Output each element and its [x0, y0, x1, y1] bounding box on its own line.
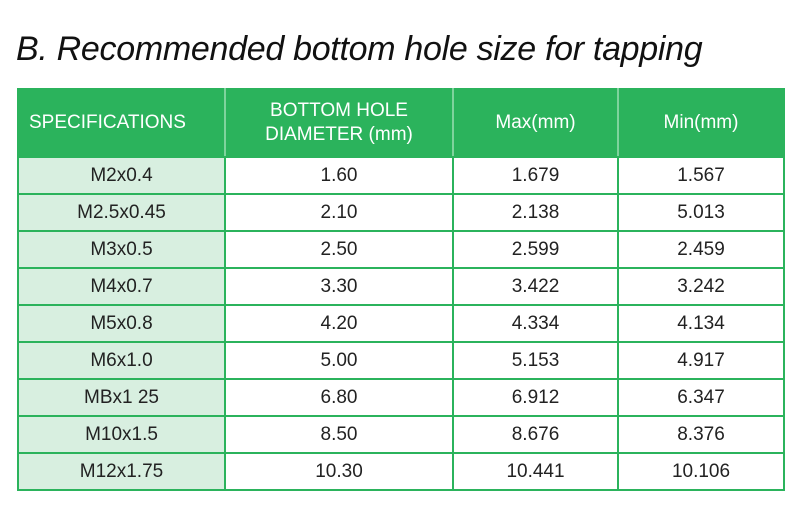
cell-max: 5.153 [452, 341, 619, 380]
tap-drill-table: SPECIFICATIONS BOTTOM HOLE DIAMETER (mm)… [17, 88, 785, 491]
cell-max: 10.441 [452, 452, 619, 491]
header-specifications: SPECIFICATIONS [17, 88, 226, 158]
cell-spec: M10x1.5 [17, 415, 226, 454]
header-max: Max(mm) [452, 88, 619, 158]
table-row: M3x0.5 2.50 2.599 2.459 [17, 230, 785, 269]
cell-min: 4.134 [617, 304, 785, 343]
cell-max: 2.138 [452, 193, 619, 232]
header-diameter-line1: BOTTOM HOLE [270, 100, 408, 121]
cell-spec: M2.5x0.45 [17, 193, 226, 232]
table-row: M12x1.75 10.30 10.441 10.106 [17, 452, 785, 491]
header-bottom-hole-diameter: BOTTOM HOLE DIAMETER (mm) [224, 88, 454, 158]
cell-diameter: 8.50 [224, 415, 454, 454]
cell-min: 1.567 [617, 156, 785, 195]
table-header-row: SPECIFICATIONS BOTTOM HOLE DIAMETER (mm)… [17, 88, 785, 158]
table-row: M5x0.8 4.20 4.334 4.134 [17, 304, 785, 343]
cell-max: 2.599 [452, 230, 619, 269]
cell-spec: M12x1.75 [17, 452, 226, 491]
cell-min: 2.459 [617, 230, 785, 269]
cell-min: 4.917 [617, 341, 785, 380]
table-row: M6x1.0 5.00 5.153 4.917 [17, 341, 785, 380]
page-title: B. Recommended bottom hole size for tapp… [16, 30, 703, 68]
cell-diameter: 2.50 [224, 230, 454, 269]
table-row: M2x0.4 1.60 1.679 1.567 [17, 156, 785, 195]
cell-min: 6.347 [617, 378, 785, 417]
cell-diameter: 10.30 [224, 452, 454, 491]
cell-max: 6.912 [452, 378, 619, 417]
cell-max: 8.676 [452, 415, 619, 454]
header-diameter-line2: DIAMETER (mm) [265, 124, 413, 145]
cell-spec: M4x0.7 [17, 267, 226, 306]
cell-diameter: 3.30 [224, 267, 454, 306]
cell-spec: MBx1 25 [17, 378, 226, 417]
header-min: Min(mm) [617, 88, 785, 158]
cell-min: 5.013 [617, 193, 785, 232]
cell-diameter: 4.20 [224, 304, 454, 343]
cell-max: 3.422 [452, 267, 619, 306]
cell-spec: M6x1.0 [17, 341, 226, 380]
cell-spec: M3x0.5 [17, 230, 226, 269]
cell-diameter: 1.60 [224, 156, 454, 195]
table-row: M10x1.5 8.50 8.676 8.376 [17, 415, 785, 454]
cell-diameter: 5.00 [224, 341, 454, 380]
cell-diameter: 6.80 [224, 378, 454, 417]
cell-diameter: 2.10 [224, 193, 454, 232]
cell-min: 8.376 [617, 415, 785, 454]
table-row: M4x0.7 3.30 3.422 3.242 [17, 267, 785, 306]
table-row: M2.5x0.45 2.10 2.138 5.013 [17, 193, 785, 232]
cell-max: 4.334 [452, 304, 619, 343]
cell-max: 1.679 [452, 156, 619, 195]
cell-spec: M2x0.4 [17, 156, 226, 195]
cell-spec: M5x0.8 [17, 304, 226, 343]
cell-min: 10.106 [617, 452, 785, 491]
table-row: MBx1 25 6.80 6.912 6.347 [17, 378, 785, 417]
cell-min: 3.242 [617, 267, 785, 306]
